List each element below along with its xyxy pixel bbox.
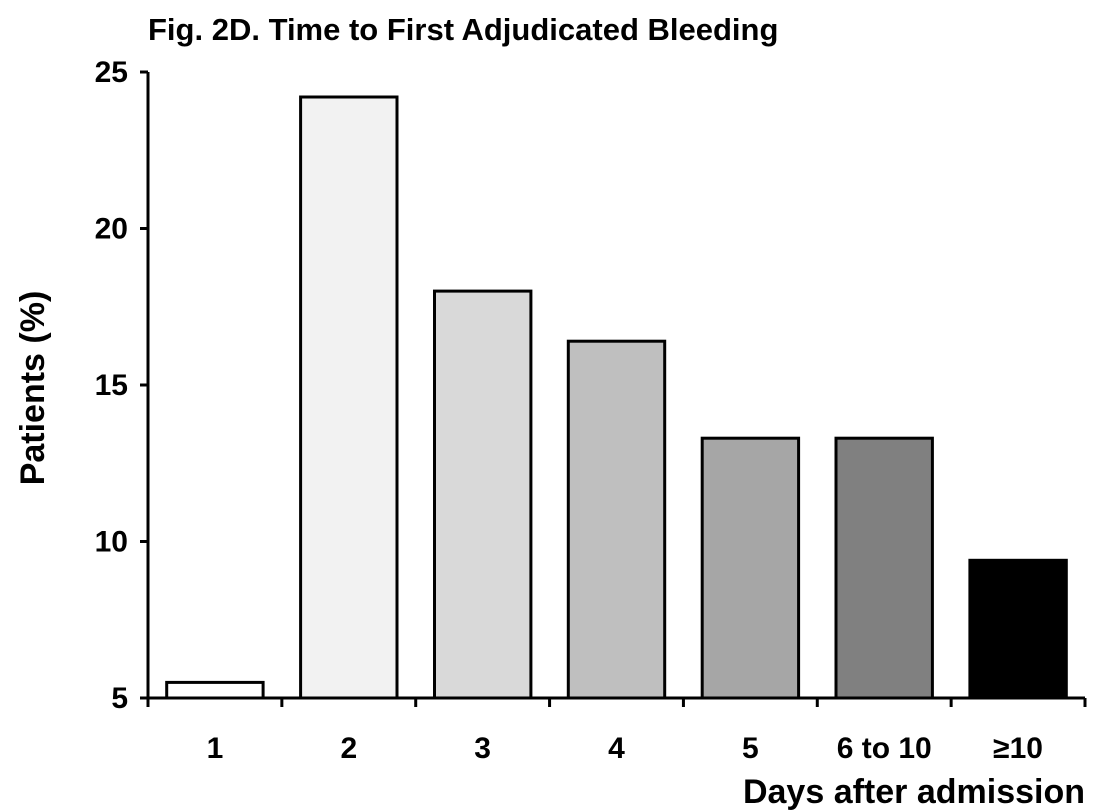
x-axis-title: Days after admission <box>743 773 1085 811</box>
x-ticks-group: 1 2 3 4 5 6 to 10 ≥10 <box>146 698 1087 765</box>
y-tick-label: 15 <box>95 369 128 402</box>
x-category-label: ≥10 <box>993 732 1043 765</box>
bar-1 <box>165 680 265 700</box>
bar-3 <box>433 289 533 700</box>
bar-2 <box>299 95 399 700</box>
y-tick-label: 20 <box>95 213 128 246</box>
bar-6 <box>834 436 934 700</box>
bars-group <box>165 95 1068 700</box>
x-category-label: 4 <box>608 732 625 765</box>
bar-4 <box>566 339 667 700</box>
x-category-label: 5 <box>742 732 759 765</box>
bar-5 <box>700 436 801 700</box>
chart-title: Fig. 2D. Time to First Adjudicated Bleed… <box>148 12 778 47</box>
x-category-label: 3 <box>474 732 491 765</box>
x-category-label: 2 <box>340 732 357 765</box>
y-axis-title: Patients (%) <box>14 291 52 486</box>
y-tick-label: 25 <box>95 56 128 89</box>
bar-7 <box>968 558 1068 700</box>
x-category-label: 6 to 10 <box>837 732 932 765</box>
y-tick-label: 5 <box>111 682 128 715</box>
y-tick-label: 10 <box>95 526 128 559</box>
x-category-label: 1 <box>207 732 224 765</box>
y-ticks-group: 5 10 15 20 25 <box>95 56 148 715</box>
